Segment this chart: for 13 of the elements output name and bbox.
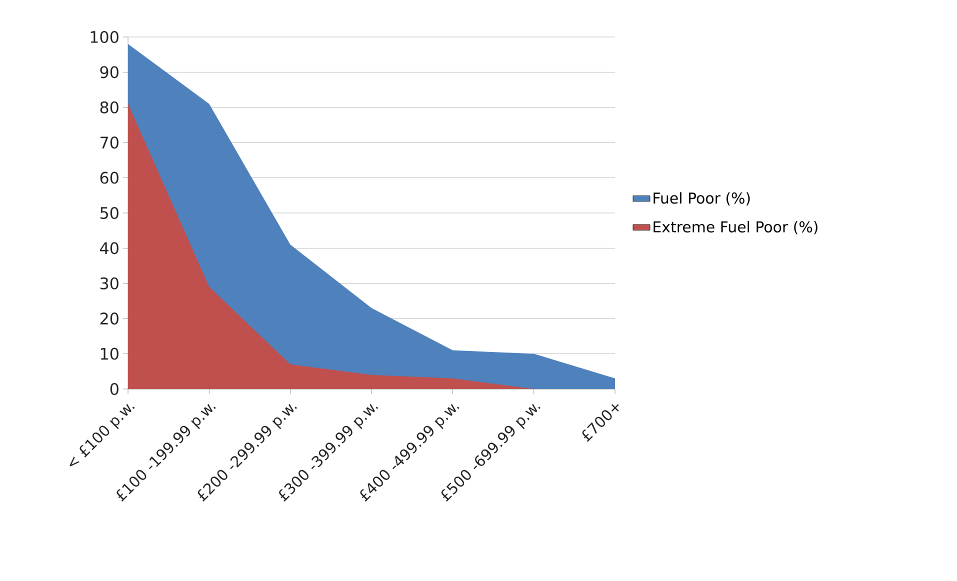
y-tick-label: 50 <box>100 206 118 220</box>
legend-label: Fuel Poor (%) <box>654 192 750 206</box>
y-tick-label: 90 <box>100 66 118 78</box>
y-tick-label: 10 <box>100 348 118 360</box>
y-tick-label: 60 <box>100 172 118 184</box>
y-tick-label: 30 <box>100 277 118 290</box>
legend-label: Extreme Fuel Poor (%) <box>654 220 818 234</box>
y-tick-label: 40 <box>100 242 118 254</box>
y-tick-label: 0 <box>110 382 118 396</box>
y-tick-label: 100 <box>90 30 118 44</box>
y-tick-label: 70 <box>100 136 118 149</box>
y-tick-label: 20 <box>100 312 118 325</box>
y-tick-label: 80 <box>100 101 118 114</box>
